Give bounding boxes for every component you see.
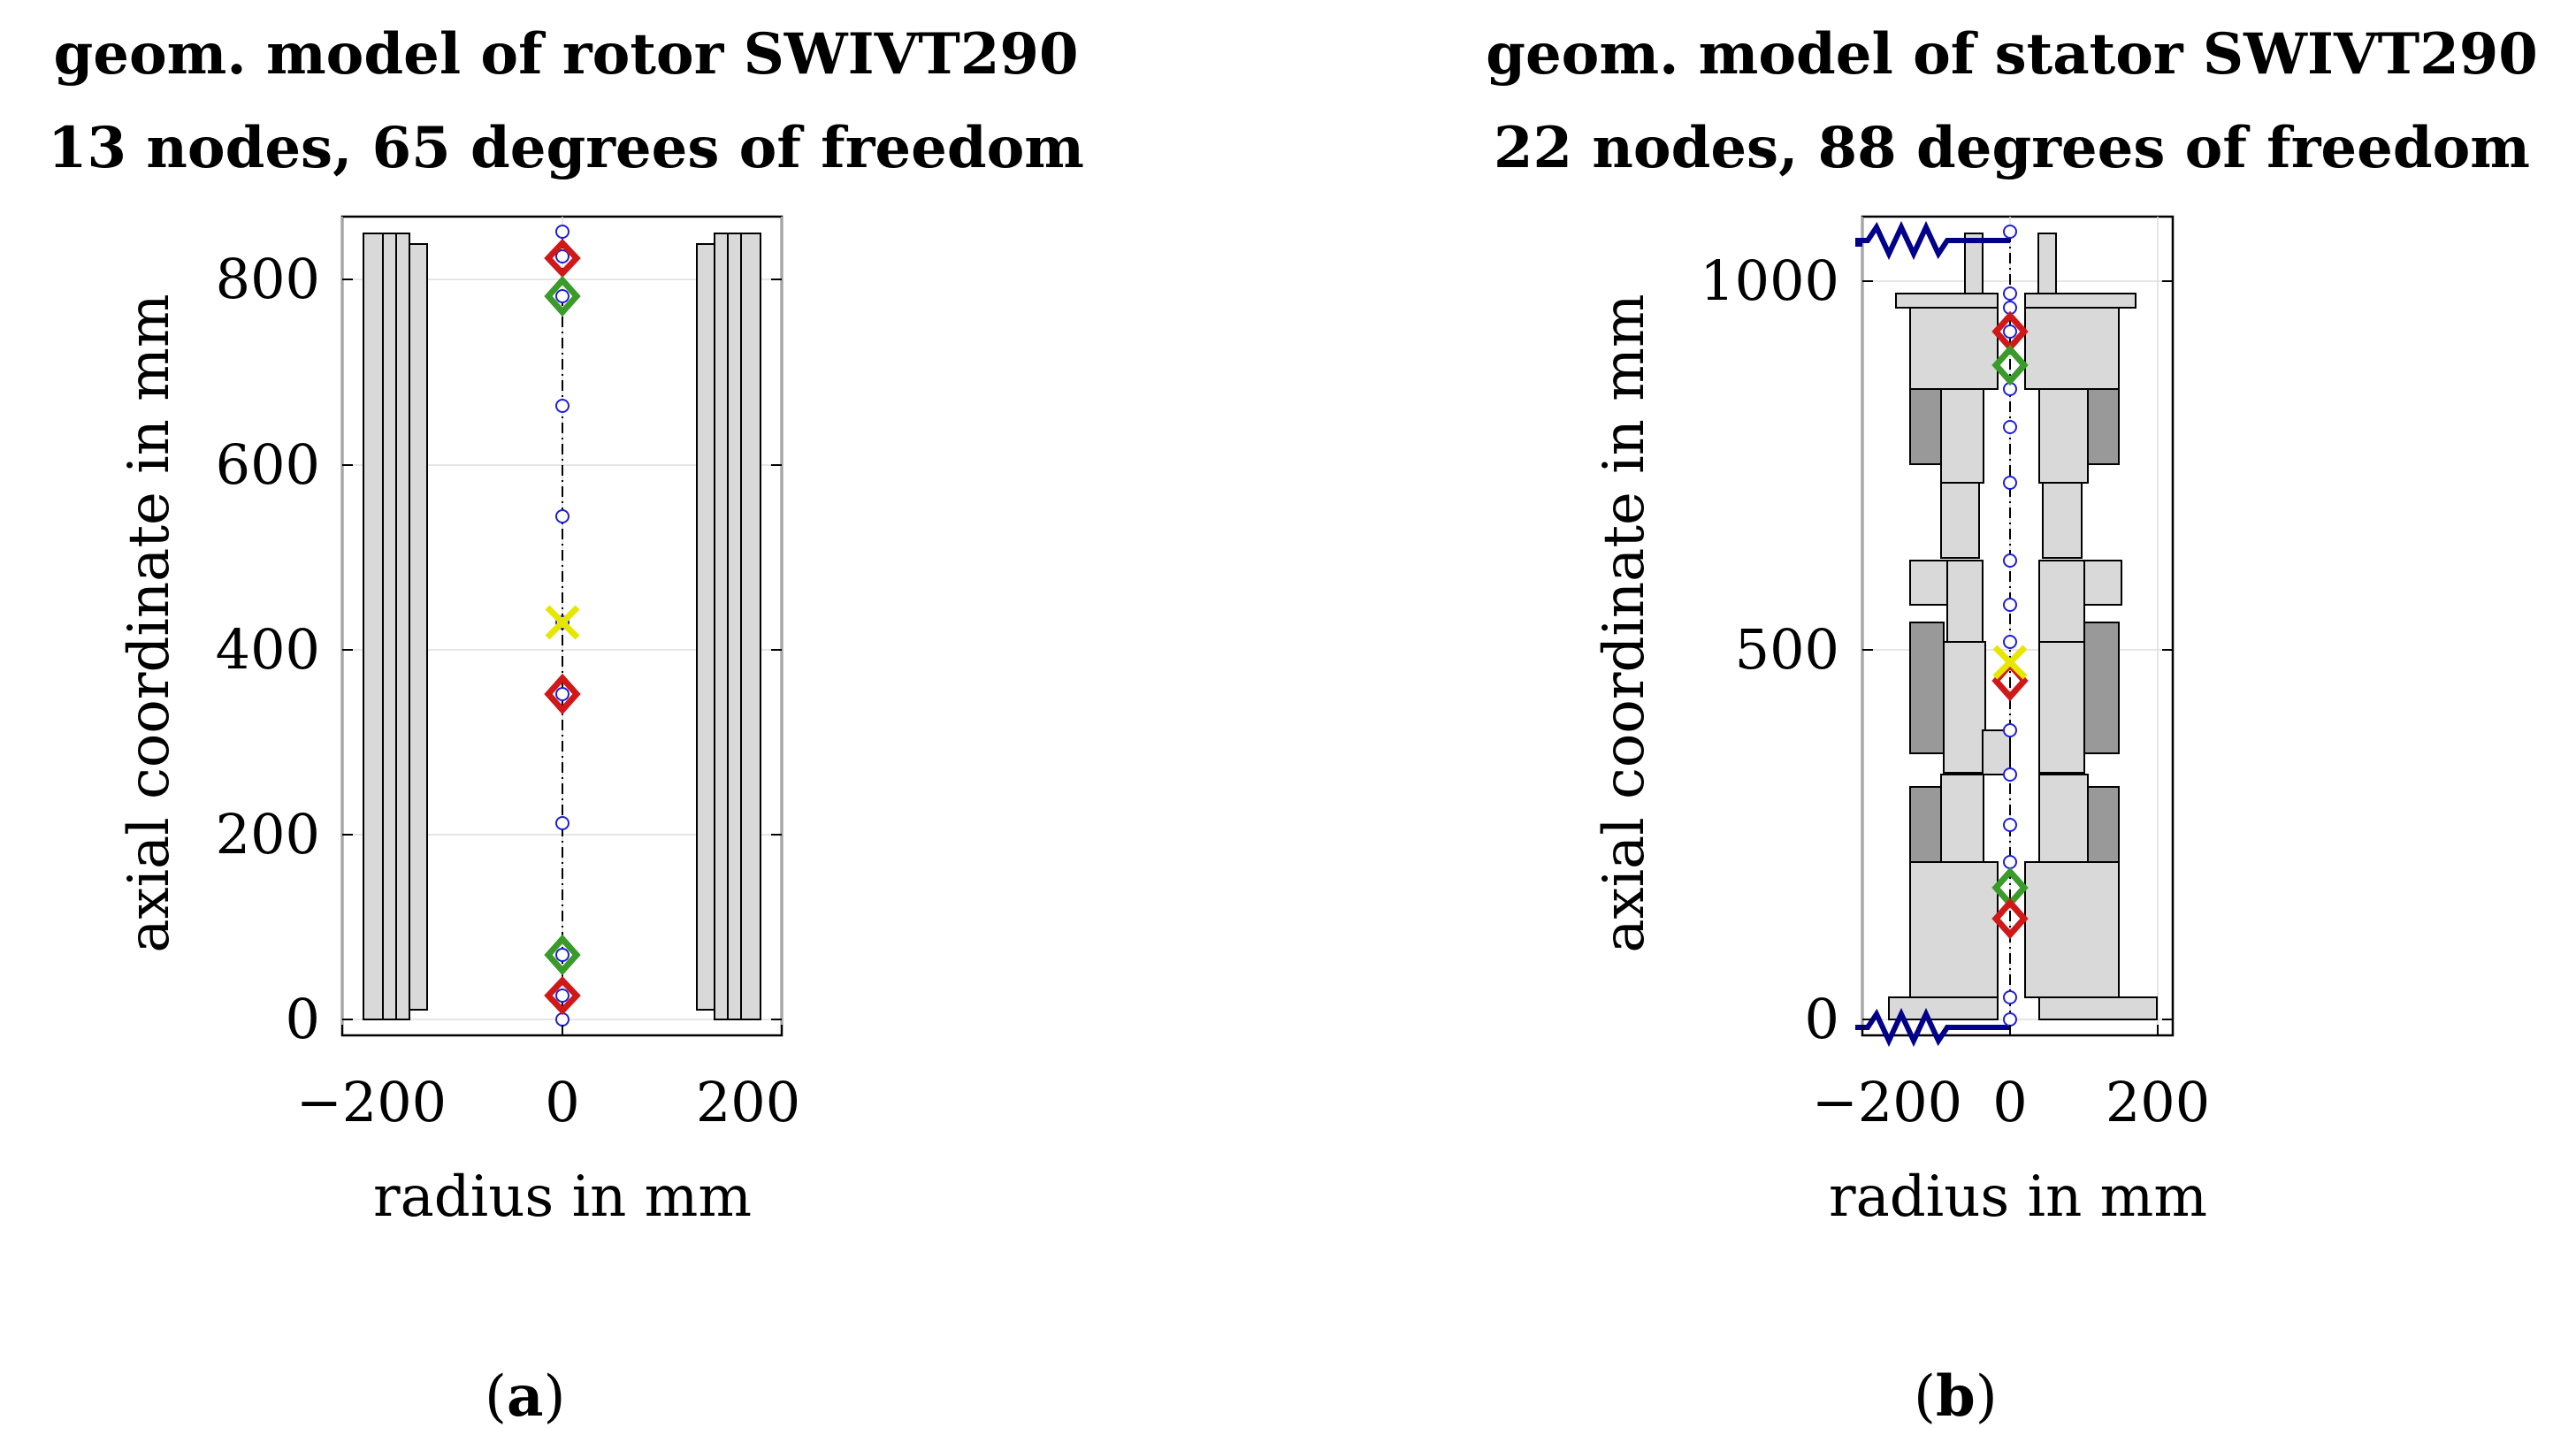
rotor-node xyxy=(555,509,569,523)
rotor-left-shell xyxy=(363,233,428,1020)
stator-node xyxy=(2003,420,2017,434)
stator-node xyxy=(2003,990,2017,1004)
rotor-x-axis-label: radius in mm xyxy=(373,1164,752,1230)
stator-node xyxy=(2003,635,2017,649)
stator-node xyxy=(2003,286,2017,301)
rotor-y-tick: 0 xyxy=(286,987,320,1051)
stator-y-axis-label: axial coordinate in mm xyxy=(1592,294,1657,952)
rotor-right-shell xyxy=(696,233,761,1020)
rotor-yellow-cross xyxy=(545,605,580,640)
rotor-y-tick: 200 xyxy=(216,802,320,866)
stator-node xyxy=(2003,855,2017,869)
rotor-red-diamond xyxy=(544,975,581,1016)
stator-node xyxy=(2003,1012,2017,1027)
stator-node xyxy=(2003,553,2017,568)
rotor-node xyxy=(555,948,569,962)
stator-x-tick: 200 xyxy=(2106,1070,2210,1134)
stator-right-structure xyxy=(2024,233,2158,1020)
stator-title-line2: 22 nodes, 88 degrees of freedom xyxy=(1494,115,2530,181)
stator-x-axis-label: radius in mm xyxy=(1829,1164,2207,1230)
stator-node xyxy=(2003,598,2017,612)
rotor-y-tick: 800 xyxy=(216,247,320,311)
caption-a: (a) xyxy=(485,1363,566,1430)
rotor-x-tick: 0 xyxy=(545,1070,579,1134)
rotor-y-tick: 400 xyxy=(216,617,320,682)
stator-top-spring xyxy=(1855,220,2010,261)
rotor-title-line1: geom. model of rotor SWIVT290 xyxy=(53,21,1079,88)
caption-b: (b) xyxy=(1914,1363,1998,1430)
rotor-node xyxy=(555,988,569,1003)
rotor-chart: 0 200 400 600 800 −200 0 200 radius in m… xyxy=(117,215,800,1230)
rotor-node xyxy=(555,249,569,263)
stator-node xyxy=(2003,476,2017,490)
rotor-title-line2: 13 nodes, 65 degrees of freedom xyxy=(48,115,1084,181)
stator-nodes xyxy=(2003,225,2017,1027)
stator-title-line1: geom. model of stator SWIVT290 xyxy=(1486,21,2538,88)
rotor-red-diamond xyxy=(544,673,581,715)
rotor-red-diamond xyxy=(544,238,581,279)
rotor-x-tick: 200 xyxy=(696,1070,800,1134)
rotor-green-diamond xyxy=(544,934,581,976)
stator-x-tick: 0 xyxy=(1992,1070,2027,1134)
stator-x-tick: −200 xyxy=(1812,1070,1962,1134)
rotor-y-tick: 600 xyxy=(216,432,320,497)
stator-left-structure xyxy=(1888,233,2011,1020)
stator-yellow-cross xyxy=(1992,645,2028,680)
rotor-node xyxy=(555,816,569,830)
stator-red-diamond xyxy=(1991,897,2029,940)
stator-node xyxy=(2003,818,2017,832)
rotor-x-tick: −200 xyxy=(296,1070,447,1134)
stator-green-diamond xyxy=(1991,344,2029,386)
stator-chart: 0 500 1000 −200 0 200 radius in mm axial… xyxy=(1592,215,2210,1230)
stator-y-tick: 1000 xyxy=(1700,248,1839,313)
rotor-green-diamond xyxy=(544,275,581,317)
rotor-node xyxy=(555,225,569,239)
stator-node xyxy=(2003,723,2017,737)
caption-a-letter: a xyxy=(506,1363,544,1430)
stator-y-tick: 0 xyxy=(1805,987,1839,1051)
rotor-node xyxy=(555,687,569,701)
stator-bottom-spring xyxy=(1855,1007,2010,1048)
stator-node xyxy=(2003,225,2017,239)
stator-node xyxy=(2003,324,2017,339)
rotor-y-axis-label: axial coordinate in mm xyxy=(117,294,182,952)
caption-b-letter: b xyxy=(1935,1363,1976,1430)
stator-node xyxy=(2003,767,2017,782)
rotor-nodes xyxy=(555,225,569,1027)
rotor-node xyxy=(555,289,569,303)
stator-y-tick: 500 xyxy=(1735,617,1839,682)
rotor-node xyxy=(555,399,569,413)
